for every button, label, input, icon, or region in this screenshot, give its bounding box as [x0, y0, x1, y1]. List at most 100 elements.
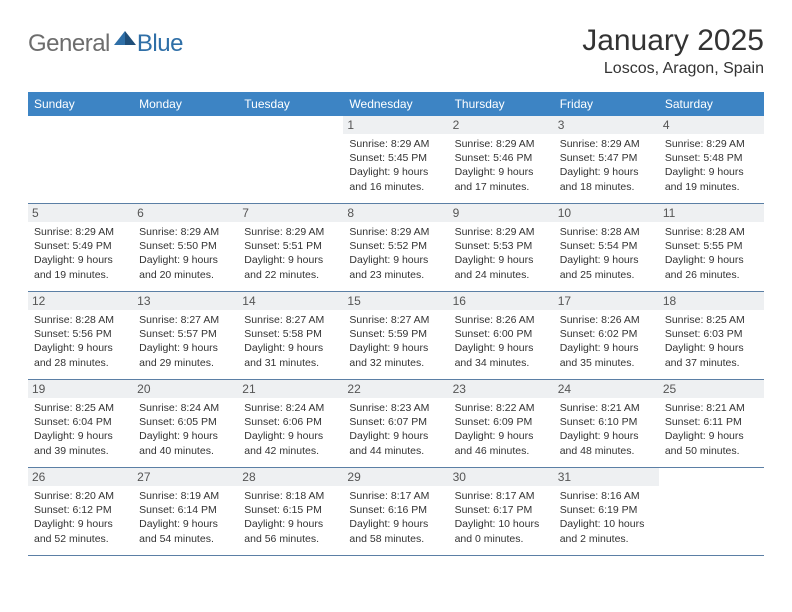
sunrise-text: Sunrise: 8:17 AM — [455, 489, 548, 503]
calendar-day-cell: 4 Sunrise: 8:29 AMSunset: 5:48 PMDaylight… — [659, 116, 764, 204]
day-info: Sunrise: 8:29 AMSunset: 5:49 PMDaylight:… — [34, 225, 127, 282]
sunrise-text: Sunrise: 8:29 AM — [455, 137, 548, 151]
weekday-header: Tuesday — [238, 93, 343, 116]
sunrise-text: Sunrise: 8:25 AM — [665, 313, 758, 327]
sunset-text: Sunset: 5:48 PM — [665, 151, 758, 165]
calendar-day-cell: 19Sunrise: 8:25 AMSunset: 6:04 PMDayligh… — [28, 380, 133, 468]
calendar-week-row: 19Sunrise: 8:25 AMSunset: 6:04 PMDayligh… — [28, 380, 764, 468]
daylight-text: Daylight: 9 hours and 42 minutes. — [244, 429, 337, 457]
daylight-text: Daylight: 9 hours and 46 minutes. — [455, 429, 548, 457]
calendar-table: Sunday Monday Tuesday Wednesday Thursday… — [28, 92, 764, 556]
sunset-text: Sunset: 5:58 PM — [244, 327, 337, 341]
daylight-text: Daylight: 9 hours and 35 minutes. — [560, 341, 653, 369]
daylight-text: Daylight: 9 hours and 22 minutes. — [244, 253, 337, 281]
daylight-text: Daylight: 9 hours and 24 minutes. — [455, 253, 548, 281]
calendar-day-cell — [659, 468, 764, 556]
day-number: 18 — [659, 292, 764, 310]
day-number: 9 — [449, 204, 554, 222]
day-number: 24 — [554, 380, 659, 398]
sunrise-text: Sunrise: 8:21 AM — [560, 401, 653, 415]
calendar-day-cell: 1Sunrise: 8:29 AMSunset: 5:45 PMDaylight… — [343, 116, 448, 204]
day-info: Sunrise: 8:24 AMSunset: 6:06 PMDaylight:… — [244, 401, 337, 458]
day-number — [133, 116, 238, 120]
day-info: Sunrise: 8:20 AMSunset: 6:12 PMDaylight:… — [34, 489, 127, 546]
daylight-text: Daylight: 9 hours and 50 minutes. — [665, 429, 758, 457]
daylight-text: Daylight: 9 hours and 23 minutes. — [349, 253, 442, 281]
day-number: 27 — [133, 468, 238, 486]
sunset-text: Sunset: 6:07 PM — [349, 415, 442, 429]
sunset-text: Sunset: 5:57 PM — [139, 327, 232, 341]
sunrise-text: Sunrise: 8:24 AM — [139, 401, 232, 415]
calendar-day-cell: 2Sunrise: 8:29 AMSunset: 5:46 PMDaylight… — [449, 116, 554, 204]
sunrise-text: Sunrise: 8:28 AM — [665, 225, 758, 239]
calendar-day-cell: 3 Sunrise: 8:29 AMSunset: 5:47 PMDaylight… — [554, 116, 659, 204]
calendar-day-cell: 14Sunrise: 8:27 AMSunset: 5:58 PMDayligh… — [238, 292, 343, 380]
daylight-text: Daylight: 9 hours and 31 minutes. — [244, 341, 337, 369]
daylight-text: Daylight: 9 hours and 19 minutes. — [665, 165, 758, 193]
day-number: 12 — [28, 292, 133, 310]
weekday-header: Sunday — [28, 93, 133, 116]
day-number: 7 — [238, 204, 343, 222]
day-number: 4 — [659, 116, 764, 134]
calendar-day-cell: 24 Sunrise: 8:21 AMSunset: 6:10 PMDayligh… — [554, 380, 659, 468]
day-number: 26 — [28, 468, 133, 486]
sunrise-text: Sunrise: 8:28 AM — [34, 313, 127, 327]
calendar-day-cell: 7Sunrise: 8:29 AMSunset: 5:51 PMDaylight… — [238, 204, 343, 292]
sunset-text: Sunset: 6:17 PM — [455, 503, 548, 517]
calendar-day-cell: 21 Sunrise: 8:24 AMSunset: 6:06 PMDayligh… — [238, 380, 343, 468]
day-number: 2 — [449, 116, 554, 134]
sunset-text: Sunset: 5:50 PM — [139, 239, 232, 253]
sunrise-text: Sunrise: 8:20 AM — [34, 489, 127, 503]
day-number: 20 — [133, 380, 238, 398]
sunrise-text: Sunrise: 8:27 AM — [244, 313, 337, 327]
day-info: Sunrise: 8:27 AMSunset: 5:59 PMDaylight:… — [349, 313, 442, 370]
day-number: 15 — [343, 292, 448, 310]
day-info: Sunrise: 8:17 AMSunset: 6:16 PMDaylight:… — [349, 489, 442, 546]
sunset-text: Sunset: 6:14 PM — [139, 503, 232, 517]
day-number: 3 — [554, 116, 659, 134]
calendar-day-cell: 23Sunrise: 8:22 AMSunset: 6:09 PMDayligh… — [449, 380, 554, 468]
day-number: 22 — [343, 380, 448, 398]
daylight-text: Daylight: 9 hours and 44 minutes. — [349, 429, 442, 457]
sunset-text: Sunset: 6:10 PM — [560, 415, 653, 429]
day-number: 21 — [238, 380, 343, 398]
daylight-text: Daylight: 10 hours and 2 minutes. — [560, 517, 653, 545]
calendar-day-cell: 31Sunrise: 8:16 AMSunset: 6:19 PMDayligh… — [554, 468, 659, 556]
calendar-day-cell: 22Sunrise: 8:23 AMSunset: 6:07 PMDayligh… — [343, 380, 448, 468]
header: General Blue January 2025 Loscos, Aragon… — [28, 24, 764, 78]
sunrise-text: Sunrise: 8:29 AM — [455, 225, 548, 239]
logo-triangle-icon — [114, 29, 136, 45]
daylight-text: Daylight: 9 hours and 29 minutes. — [139, 341, 232, 369]
day-info: Sunrise: 8:29 AMSunset: 5:50 PMDaylight:… — [139, 225, 232, 282]
sunset-text: Sunset: 6:15 PM — [244, 503, 337, 517]
daylight-text: Daylight: 9 hours and 19 minutes. — [34, 253, 127, 281]
daylight-text: Daylight: 9 hours and 18 minutes. — [560, 165, 653, 193]
day-info: Sunrise: 8:26 AMSunset: 6:00 PMDaylight:… — [455, 313, 548, 370]
sunset-text: Sunset: 5:47 PM — [560, 151, 653, 165]
day-info: Sunrise: 8:26 AMSunset: 6:02 PMDaylight:… — [560, 313, 653, 370]
day-info: Sunrise: 8:27 AMSunset: 5:58 PMDaylight:… — [244, 313, 337, 370]
day-number: 29 — [343, 468, 448, 486]
weekday-header: Thursday — [449, 93, 554, 116]
sunrise-text: Sunrise: 8:29 AM — [665, 137, 758, 151]
day-info: Sunrise: 8:21 AMSunset: 6:10 PMDaylight:… — [560, 401, 653, 458]
sunrise-text: Sunrise: 8:25 AM — [34, 401, 127, 415]
day-info: Sunrise: 8:29 AMSunset: 5:47 PMDaylight:… — [560, 137, 653, 194]
day-number — [238, 116, 343, 120]
calendar-day-cell: 13Sunrise: 8:27 AMSunset: 5:57 PMDayligh… — [133, 292, 238, 380]
daylight-text: Daylight: 9 hours and 20 minutes. — [139, 253, 232, 281]
day-info: Sunrise: 8:28 AMSunset: 5:56 PMDaylight:… — [34, 313, 127, 370]
sunset-text: Sunset: 6:05 PM — [139, 415, 232, 429]
daylight-text: Daylight: 10 hours and 0 minutes. — [455, 517, 548, 545]
sunset-text: Sunset: 5:59 PM — [349, 327, 442, 341]
calendar-day-cell: 10Sunrise: 8:28 AMSunset: 5:54 PMDayligh… — [554, 204, 659, 292]
weekday-header-row: Sunday Monday Tuesday Wednesday Thursday… — [28, 93, 764, 116]
day-number: 13 — [133, 292, 238, 310]
day-number: 17 — [554, 292, 659, 310]
daylight-text: Daylight: 9 hours and 54 minutes. — [139, 517, 232, 545]
calendar-day-cell: 29 Sunrise: 8:17 AMSunset: 6:16 PMDayligh… — [343, 468, 448, 556]
sunrise-text: Sunrise: 8:29 AM — [244, 225, 337, 239]
sunset-text: Sunset: 6:16 PM — [349, 503, 442, 517]
sunset-text: Sunset: 6:04 PM — [34, 415, 127, 429]
sunset-text: Sunset: 5:45 PM — [349, 151, 442, 165]
